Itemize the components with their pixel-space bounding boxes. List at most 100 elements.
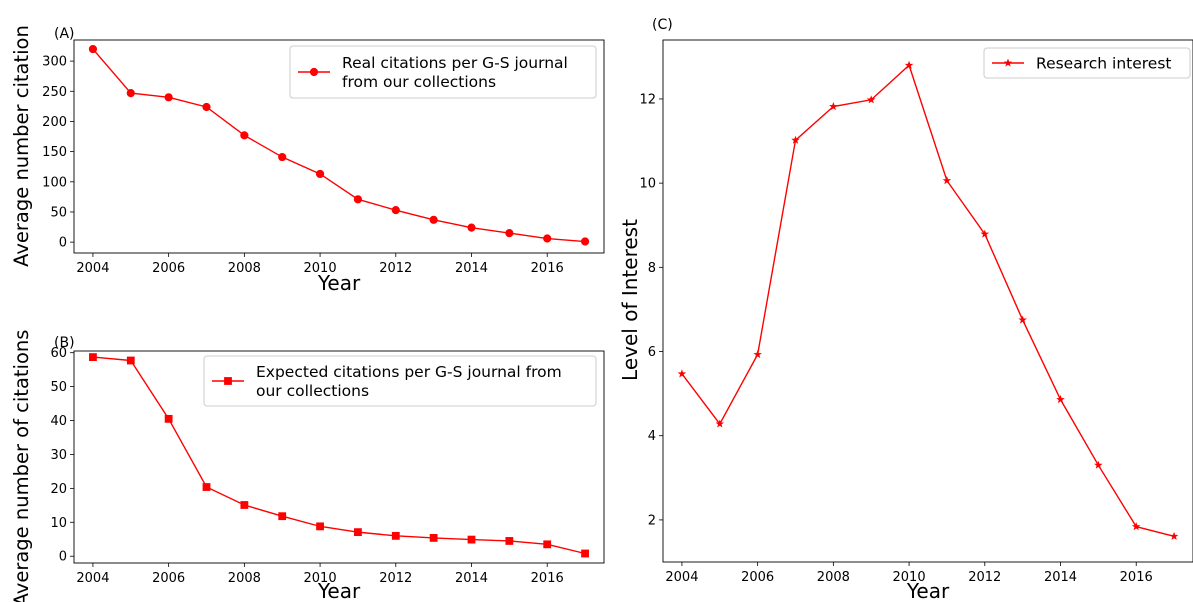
data-point	[202, 483, 211, 491]
x-tick-label: 2016	[531, 261, 564, 276]
y-tick-label: 100	[42, 175, 67, 190]
data-point	[467, 535, 476, 544]
legend-label: Expected citations per G-S journal from o…	[256, 363, 562, 400]
data-point	[88, 44, 98, 54]
x-tick-label: 2006	[741, 570, 774, 585]
x-tick-label: 2008	[228, 571, 261, 586]
x-tick-label: 2010	[304, 571, 337, 586]
data-point	[353, 195, 363, 204]
y-tick-label: 2	[648, 513, 656, 528]
data-point	[1131, 522, 1141, 531]
data-point	[505, 228, 514, 238]
data-point	[543, 234, 552, 243]
chart-panel-3: 2004 2006 2008 2010 2012 2014 2016 2 4 6 8 10 12 Year…	[618, 17, 1193, 602]
legend-label-line: Research interest	[1036, 55, 1172, 73]
series-line	[92, 356, 586, 555]
legend-label-line: Expected citations per G-S journal from	[256, 363, 562, 381]
x-axis-label: Year	[906, 579, 950, 602]
x-tick-label: 2006	[152, 261, 185, 276]
legend-label-line: our collections	[256, 382, 369, 400]
y-tick-label: 30	[50, 448, 67, 463]
y-axis-label: Level of Interest	[618, 219, 642, 381]
data-point	[89, 353, 97, 362]
data-point	[164, 414, 173, 423]
y-tick-label: 10	[639, 177, 656, 192]
x-axis-label: Year	[317, 271, 361, 295]
x-tick-label: 2014	[455, 261, 488, 276]
data-point	[126, 88, 135, 98]
chart-panel-1: 2004 2006 2008 2010 2012 2014 2016 0 50 100 150 200…	[10, 25, 605, 295]
x-tick-label: 2014	[1044, 570, 1077, 585]
x-tick-label: 2016	[1120, 570, 1153, 585]
chart-panel-2: 2004 2006 2008 2010 2012 2014 2016 0 10 20 30 40 50 6…	[10, 330, 605, 602]
data-point	[164, 93, 173, 102]
data-point	[278, 152, 287, 162]
y-axis-label: Average number of citations	[10, 330, 33, 602]
legend-label-line: from our collections	[342, 73, 496, 91]
legend-box	[203, 355, 597, 407]
x-tick-label: 2010	[304, 261, 337, 276]
data-point	[240, 131, 249, 140]
y-tick-label: 0	[59, 550, 67, 565]
series-line	[92, 48, 586, 243]
y-axis-label: Average number citation	[10, 25, 33, 267]
plot-frame	[73, 350, 605, 564]
data-point	[1094, 460, 1103, 469]
y-tick-label: 40	[50, 414, 67, 429]
data-point	[391, 531, 400, 540]
data-point	[829, 102, 838, 111]
panel-label: (B)	[54, 335, 75, 351]
legend-label-line: Real citations per G-S journal	[342, 54, 568, 72]
data-point	[354, 528, 362, 537]
legend-marker	[309, 67, 319, 77]
legend-box	[983, 47, 1191, 79]
data-point	[315, 169, 325, 179]
series-line	[681, 64, 1175, 537]
data-point	[391, 206, 400, 215]
x-tick-label: 2012	[968, 570, 1001, 585]
panel-label: (C)	[652, 17, 673, 33]
panel-label: (A)	[54, 26, 75, 42]
y-tick-label: 4	[648, 429, 656, 444]
data-point	[316, 522, 324, 531]
legend-box	[289, 45, 597, 99]
x-tick-label: 2016	[531, 571, 564, 586]
data-point	[543, 540, 552, 549]
y-tick-label: 50	[50, 380, 67, 395]
x-tick-label: 2006	[152, 571, 185, 586]
data-point	[677, 369, 687, 378]
data-point	[580, 237, 590, 246]
y-tick-label: 0	[59, 236, 67, 251]
x-tick-label: 2008	[817, 570, 850, 585]
x-tick-label: 2012	[379, 571, 412, 586]
y-tick-label: 250	[42, 85, 67, 100]
y-tick-label: 60	[50, 346, 67, 361]
x-tick-label: 2012	[379, 261, 412, 276]
data-point	[791, 135, 800, 144]
legend-label: Real citations per G-S journal from our c…	[342, 54, 568, 91]
x-tick-label: 2004	[76, 261, 109, 276]
data-point	[1056, 395, 1065, 404]
data-point	[278, 512, 287, 521]
legend-marker	[1003, 58, 1013, 67]
legend-label: Research interest	[1036, 55, 1172, 73]
data-point	[866, 95, 876, 104]
data-point	[1169, 531, 1179, 540]
plot-frame	[73, 39, 605, 254]
data-point	[202, 102, 211, 112]
data-point	[1018, 315, 1027, 324]
y-tick-label: 150	[42, 145, 67, 160]
data-point	[904, 60, 914, 69]
data-point	[126, 356, 135, 365]
data-point	[715, 419, 725, 428]
data-point	[467, 223, 476, 232]
y-tick-label: 200	[42, 115, 67, 130]
legend-marker	[224, 377, 232, 385]
x-tick-label: 2008	[228, 261, 261, 276]
y-tick-label: 300	[42, 55, 67, 70]
data-point	[753, 349, 762, 359]
x-axis-label: Year	[317, 579, 361, 602]
x-tick-label: 2010	[893, 570, 926, 585]
data-point	[429, 533, 438, 542]
data-point	[942, 176, 952, 185]
